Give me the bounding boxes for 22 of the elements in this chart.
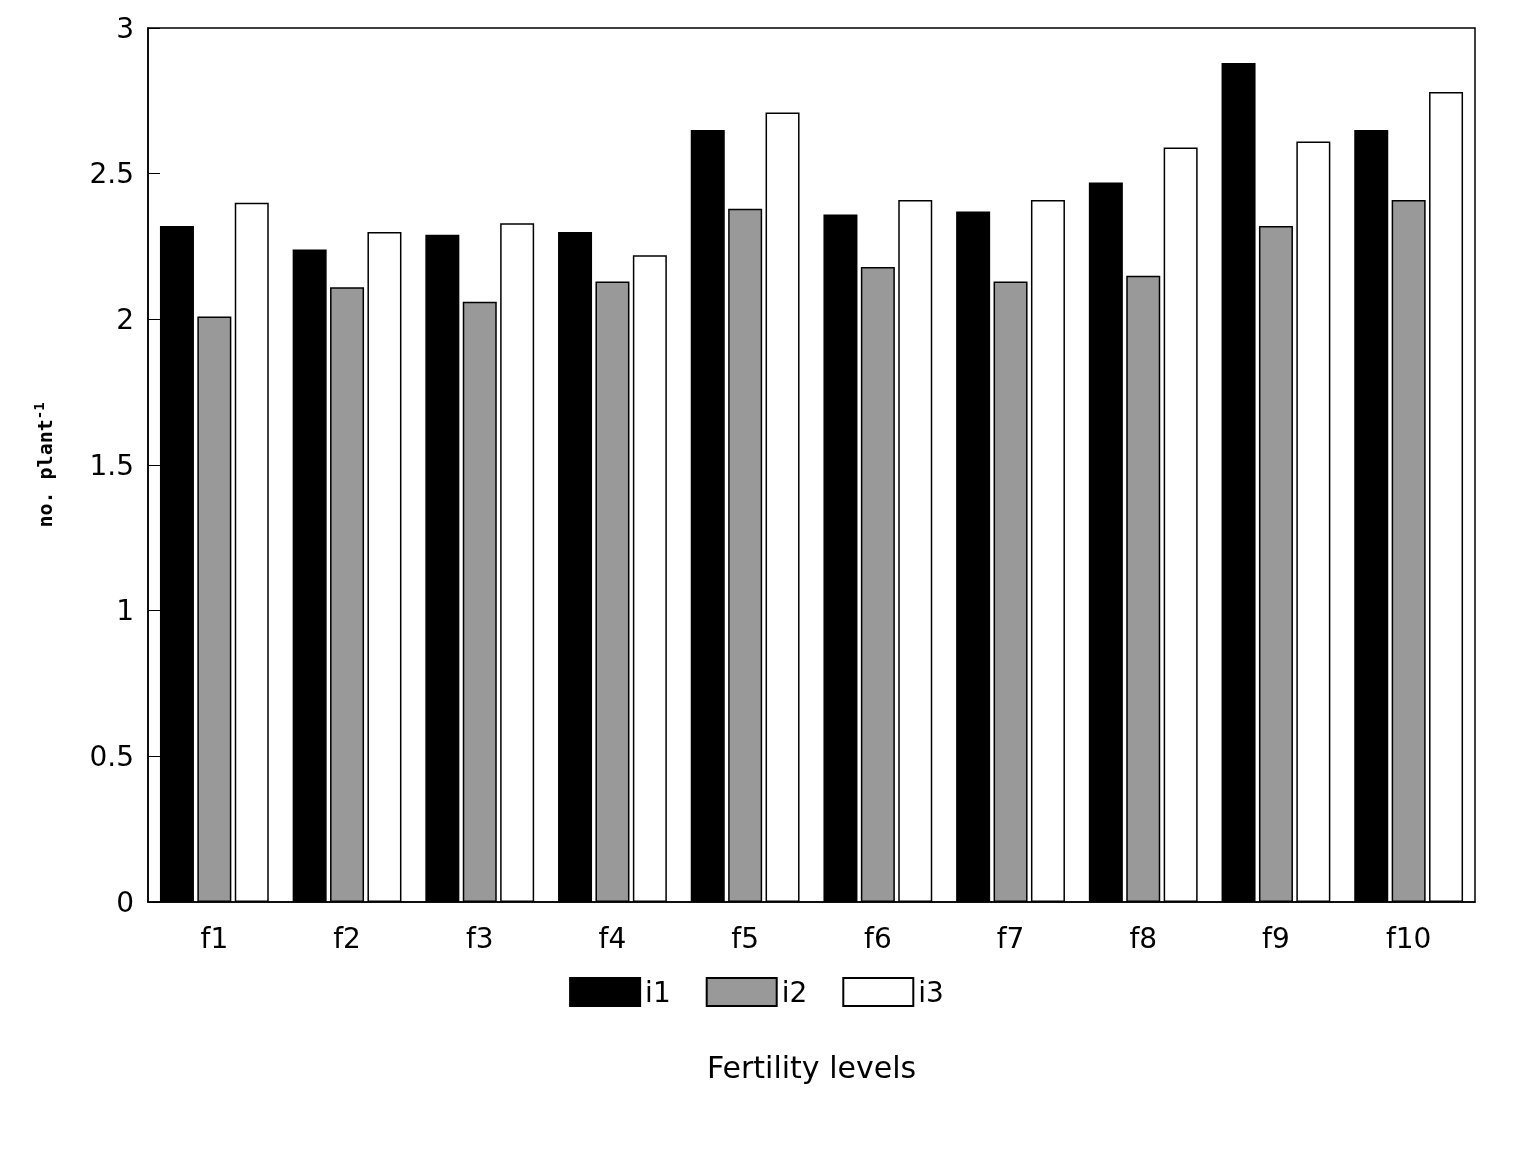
x-tick-label: f4	[598, 921, 627, 955]
x-tick-label: f10	[1385, 921, 1432, 955]
x-tick-label: f8	[1129, 921, 1158, 955]
x-tick-label: f3	[465, 921, 494, 955]
y-tick-label: 0	[116, 885, 134, 919]
y-axis-title: no. plant-1	[31, 402, 57, 528]
y-tick-label: 0.5	[89, 739, 134, 773]
x-tick-label: f6	[864, 921, 892, 955]
y-tick-label: 2	[116, 302, 134, 336]
legend-label: i3	[918, 975, 944, 1009]
legend-label: i2	[781, 975, 808, 1009]
x-tick-label: f1	[200, 921, 229, 955]
y-tick-label: 1.5	[89, 448, 134, 482]
x-tick-label: f5	[731, 921, 759, 955]
y-tick-label: 1	[116, 594, 134, 628]
y-tick-label: 3	[116, 11, 134, 45]
x-tick-label: f7	[996, 921, 1025, 955]
y-tick-label: 2.5	[89, 157, 134, 191]
x-axis-title: Fertility levels	[706, 1049, 917, 1085]
legend-label: i1	[645, 975, 671, 1009]
x-tick-label: f2	[333, 921, 361, 955]
x-tick-label: f9	[1262, 921, 1290, 955]
